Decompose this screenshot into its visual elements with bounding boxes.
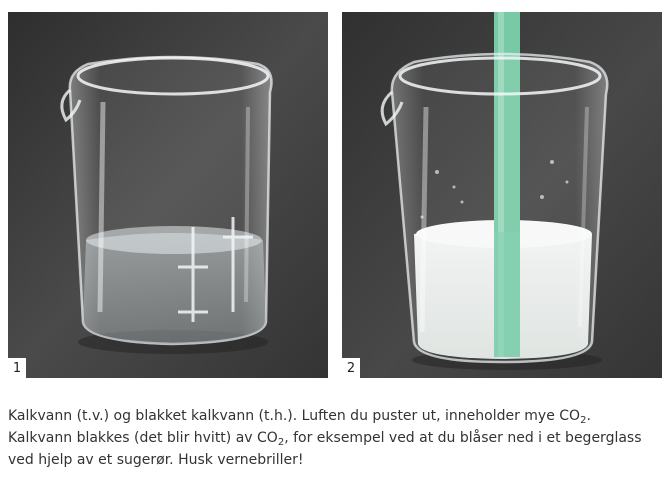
photo-number-1: 1 — [8, 358, 26, 378]
beaker-clear-illustration — [8, 12, 328, 378]
beaker-milky-illustration — [342, 12, 662, 378]
caption-line-1: Kalkvann (t.v.) og blakket kalkvann (t.h… — [8, 408, 591, 426]
photo-number-2: 2 — [342, 358, 360, 378]
figure-caption: Kalkvann (t.v.) og blakket kalkvann (t.h… — [8, 405, 664, 471]
caption-line-2: Kalkvann blakkes (det blir hvitt) av CO2… — [8, 430, 642, 448]
photo-milky-limewater: 2 — [342, 12, 662, 378]
caption-line-3: ved hjelp av et sugerør. Husk vernebrill… — [8, 452, 304, 468]
photo-clear-limewater: 1 — [8, 12, 328, 378]
